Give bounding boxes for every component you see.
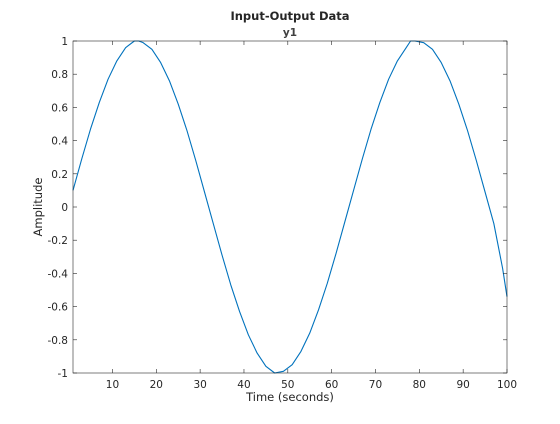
y-tick-label: -1	[58, 368, 68, 380]
x-tick-label: 80	[413, 379, 426, 391]
y-tick-label: -0.6	[48, 302, 69, 314]
x-tick-label: 40	[237, 379, 250, 391]
tick-group: 10 20 30 40 50 60 70 80 90 100-1-0.8-0.6-0.4-0.20…	[48, 36, 518, 391]
y-tick-label: 0.4	[51, 136, 68, 148]
y-tick-label: -0.2	[48, 235, 69, 247]
y-tick-label: 0	[61, 202, 68, 214]
series-group	[72, 40, 508, 374]
x-tick-label: 90	[456, 379, 469, 391]
y-tick-label: -0.8	[48, 335, 69, 347]
plot-box	[72, 40, 508, 374]
y-tick-label: -0.4	[48, 268, 69, 280]
plot-area	[73, 41, 507, 373]
x-tick-label: 20	[150, 379, 163, 391]
x-tick-label: 50	[281, 379, 294, 391]
y-axis-label: Amplitude	[31, 178, 45, 237]
y-tick-label: 0.6	[51, 102, 68, 114]
x-tick-label: 100	[497, 379, 517, 391]
x-tick-label: 60	[325, 379, 338, 391]
x-tick-label: 30	[193, 379, 206, 391]
x-axis-label: Time (seconds)	[245, 390, 334, 404]
x-tick-label: 10	[106, 379, 119, 391]
x-tick-label: 70	[369, 379, 382, 391]
y-tick-label: 0.8	[51, 69, 68, 81]
series-line-1	[72, 40, 508, 374]
chart-subtitle: y1	[283, 27, 297, 39]
y-tick-label: 0.2	[51, 169, 68, 181]
chart-title: Input-Output Data	[230, 9, 349, 23]
y-tick-label: 1	[61, 36, 68, 48]
